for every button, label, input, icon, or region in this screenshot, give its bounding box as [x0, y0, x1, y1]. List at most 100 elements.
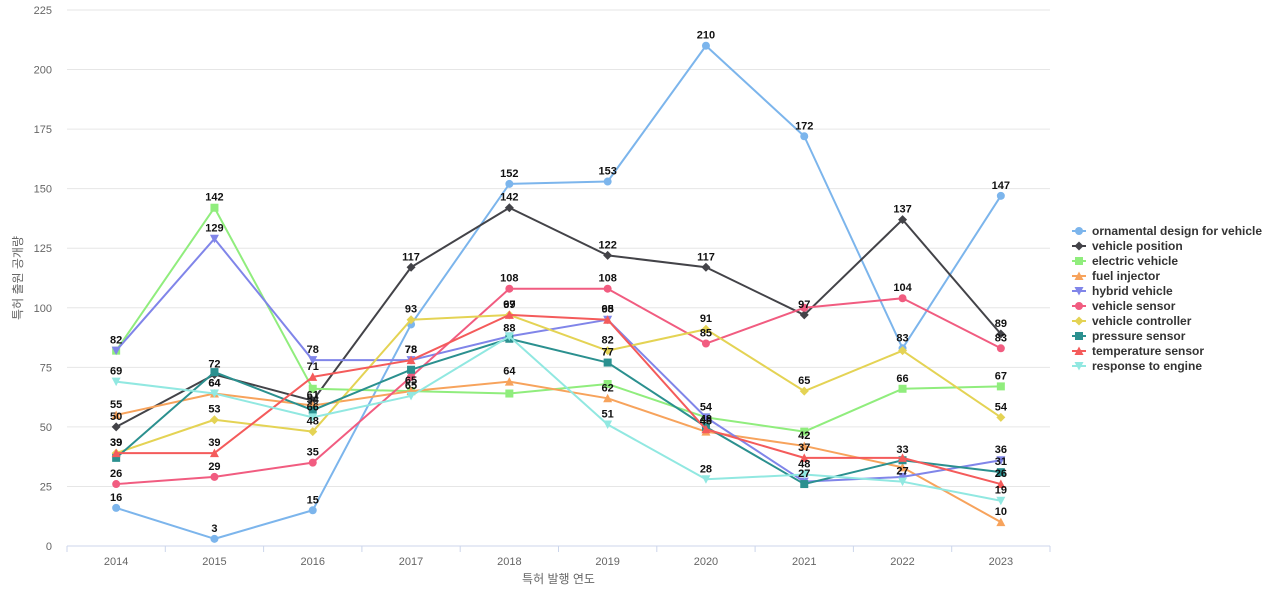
legend-item: pressure sensor — [1072, 329, 1186, 343]
series-line — [115, 337, 1001, 486]
series-9 — [111, 332, 1006, 506]
data-label: 50 — [110, 411, 122, 423]
data-point — [209, 415, 219, 425]
x-axis-title: 특허 발행 연도 — [522, 571, 595, 586]
data-label: 104 — [893, 282, 912, 294]
data-label: 82 — [602, 335, 614, 347]
data-point — [800, 480, 809, 489]
x-tick-label: 2014 — [104, 556, 128, 568]
data-label: 82 — [110, 335, 122, 347]
data-point — [111, 346, 121, 356]
y-tick-label: 100 — [34, 303, 52, 315]
data-label: 33 — [896, 444, 908, 456]
y-tick-label: 50 — [40, 422, 52, 434]
data-point — [112, 480, 121, 489]
data-point — [406, 315, 416, 325]
legend-item: hybrid vehicle — [1072, 284, 1173, 298]
data-label: 78 — [405, 344, 417, 356]
data-point — [505, 179, 514, 188]
data-point — [209, 389, 219, 399]
data-point — [603, 315, 613, 324]
data-label: 68 — [602, 304, 614, 316]
data-point — [112, 503, 121, 512]
data-label: 65 — [798, 375, 810, 387]
x-tick-label: 2015 — [202, 556, 226, 568]
data-label: 108 — [500, 273, 518, 285]
legend-marker — [1074, 271, 1084, 280]
legend-item: vehicle position — [1072, 239, 1183, 253]
data-label: 85 — [700, 328, 712, 340]
data-point — [308, 384, 317, 393]
data-point — [603, 420, 613, 430]
series-line — [115, 44, 1002, 540]
data-label: 16 — [110, 492, 122, 504]
data-point — [308, 427, 318, 437]
legend-marker — [1074, 362, 1084, 371]
legend-label: temperature sensor — [1092, 344, 1204, 358]
data-label: 69 — [503, 299, 515, 311]
data-point — [800, 132, 809, 141]
data-point — [701, 262, 711, 272]
data-label: 48 — [700, 413, 712, 425]
data-label: 72 — [208, 358, 220, 370]
legend-label: fuel injector — [1092, 269, 1160, 283]
legend-label: vehicle sensor — [1092, 299, 1176, 313]
data-label: 83 — [896, 332, 908, 344]
data-label: 53 — [208, 404, 220, 416]
data-label: 36 — [995, 444, 1007, 456]
y-tick-label: 200 — [34, 65, 52, 77]
data-label: 26 — [110, 468, 122, 480]
data-point — [701, 324, 711, 334]
x-tick-label: 2016 — [301, 556, 325, 568]
data-point — [111, 448, 121, 458]
y-tick-label: 125 — [34, 243, 52, 255]
data-label: 67 — [995, 370, 1007, 382]
data-label: 95 — [602, 304, 614, 316]
data-point — [898, 477, 908, 487]
legend-label: hybrid vehicle — [1092, 284, 1173, 298]
data-label: 62 — [602, 382, 614, 394]
data-point — [996, 191, 1005, 200]
data-label: 89 — [995, 318, 1007, 330]
data-point — [111, 377, 121, 387]
data-label: 69 — [110, 366, 122, 378]
data-label: 142 — [205, 192, 223, 204]
data-label: 54 — [307, 394, 320, 406]
data-point — [603, 393, 613, 403]
legend-item: electric vehicle — [1072, 254, 1178, 268]
data-label: 108 — [598, 273, 616, 285]
data-point — [308, 458, 317, 467]
legend-marker — [1074, 287, 1084, 296]
data-point — [112, 453, 121, 462]
data-point — [603, 346, 613, 356]
data-point — [308, 413, 318, 422]
data-label: 64 — [208, 378, 221, 390]
data-label: 71 — [307, 361, 319, 373]
data-label: 153 — [598, 166, 616, 178]
x-tick-label: 2020 — [694, 556, 718, 568]
data-point — [210, 534, 219, 543]
data-point — [996, 517, 1006, 527]
data-label: 210 — [697, 30, 715, 42]
data-label: 29 — [208, 461, 220, 473]
data-point — [799, 470, 809, 480]
legend-marker — [1075, 332, 1083, 340]
data-point — [406, 262, 416, 272]
data-point — [603, 284, 612, 293]
data-point — [898, 472, 908, 482]
data-label: 122 — [598, 239, 616, 251]
data-point — [799, 310, 809, 320]
data-point — [406, 355, 416, 365]
legend-marker — [1074, 316, 1084, 326]
series-1 — [111, 203, 1006, 432]
data-label: 137 — [893, 204, 911, 216]
data-point — [111, 410, 121, 419]
data-point — [996, 329, 1006, 339]
data-label: 3 — [211, 523, 217, 535]
legend-marker — [1075, 227, 1083, 235]
x-tick-label: 2019 — [595, 556, 619, 568]
data-label: 66 — [896, 373, 908, 385]
data-label: 142 — [500, 192, 518, 204]
